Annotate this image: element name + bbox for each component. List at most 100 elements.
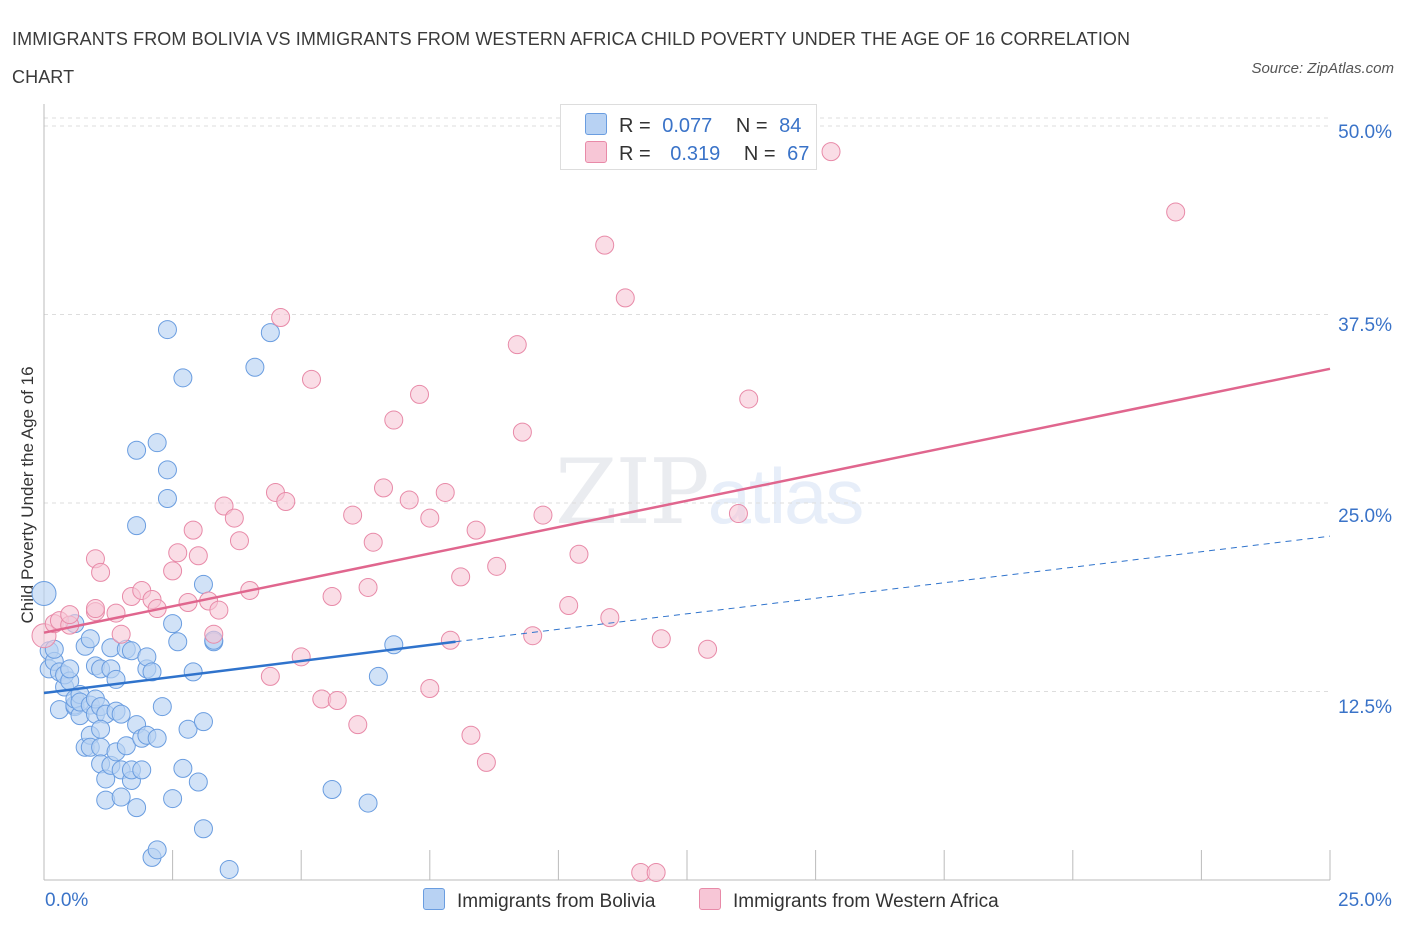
bolivia-point — [178, 719, 198, 739]
bolivia-point — [193, 712, 213, 732]
wafrica-point — [461, 725, 481, 745]
wafrica-point — [204, 624, 224, 644]
legend-item-bolivia[interactable]: Immigrants from Bolivia — [423, 888, 656, 913]
bolivia-point — [157, 320, 177, 340]
bolivia-point — [142, 662, 162, 682]
watermark-atlas: atlas — [707, 452, 865, 540]
legend-item-wafrica[interactable]: Immigrants from Western Africa — [699, 888, 999, 913]
wafrica-point — [291, 647, 311, 667]
series-wafrica — [31, 142, 1186, 882]
wafrica-point — [322, 586, 342, 606]
wafrica-point — [739, 389, 759, 409]
n-label: N = — [743, 143, 776, 165]
x-tick-label: 25.0% — [1338, 890, 1392, 911]
wafrica-point — [569, 544, 589, 564]
bolivia-point — [132, 760, 152, 780]
bolivia-point — [80, 629, 100, 649]
bolivia-legend-label: Immigrants from Bolivia — [457, 891, 656, 912]
y-tick-label: 25.0% — [1338, 506, 1392, 527]
bolivia-point — [322, 780, 342, 800]
watermark-zip: ZIP — [555, 440, 710, 545]
wafrica-swatch — [585, 141, 607, 163]
bolivia-point — [163, 614, 183, 634]
bolivia-point — [173, 368, 193, 388]
bolivia-point — [147, 728, 167, 748]
bolivia-legend-swatch — [423, 888, 445, 910]
bolivia-point — [260, 323, 280, 343]
wafrica-point — [229, 531, 249, 551]
wafrica-point — [271, 308, 291, 328]
bolivia-point — [368, 666, 388, 686]
wafrica-point — [728, 504, 748, 524]
x-tick-label: 0.0% — [45, 890, 89, 911]
wafrica-point — [420, 508, 440, 528]
wafrica-point — [363, 532, 383, 552]
y-tick-label: 50.0% — [1338, 122, 1392, 143]
bolivia-point — [127, 440, 147, 460]
wafrica-point — [440, 630, 460, 650]
n-label: N = — [735, 115, 768, 137]
wafrica-point — [512, 422, 532, 442]
bolivia-point — [173, 758, 193, 778]
bolivia-r-value: 0.077 — [662, 115, 713, 137]
watermark: ZIPatlas — [555, 440, 865, 545]
wafrica-point — [435, 482, 455, 502]
wafrica-point — [384, 410, 404, 430]
wafrica-point — [600, 608, 620, 628]
series-legend: Immigrants from Bolivia Immigrants from … — [0, 888, 1406, 918]
wafrica-point — [91, 562, 111, 582]
trend-lines — [43, 367, 1331, 695]
wafrica-point — [348, 715, 368, 735]
wafrica-point — [487, 556, 507, 576]
bolivia-point — [116, 736, 136, 756]
wafrica-point — [476, 752, 496, 772]
wafrica-point — [343, 505, 363, 525]
wafrica-point — [451, 567, 471, 587]
bolivia-point — [147, 433, 167, 453]
wafrica-point — [1166, 202, 1186, 222]
wafrica-point — [595, 235, 615, 255]
wafrica-point — [168, 543, 188, 563]
wafrica-point — [533, 505, 553, 525]
wafrica-point — [327, 691, 347, 711]
r-label: R = — [619, 115, 651, 137]
wafrica-r-value: 0.319 — [670, 143, 721, 165]
wafrica-point — [224, 508, 244, 528]
bolivia-swatch — [585, 113, 607, 135]
wafrica-point — [111, 624, 131, 644]
bolivia-point — [193, 819, 213, 839]
bolivia-point — [219, 859, 239, 879]
chart-title: IMMIGRANTS FROM BOLIVIA VS IMMIGRANTS FR… — [12, 29, 1131, 87]
source-label: Source: ZipAtlas.com — [1251, 60, 1394, 77]
bolivia-point — [111, 704, 131, 724]
bolivia-point — [96, 790, 116, 810]
wafrica-point — [698, 639, 718, 659]
wafrica-point — [358, 577, 378, 597]
bolivia-point — [193, 574, 213, 594]
wafrica-point — [651, 629, 671, 649]
stats-legend: R = 0.077 N = 84 R = 0.319 N = 67 — [560, 104, 817, 170]
bolivia-trend-extension — [455, 535, 1331, 643]
bolivia-n-value: 84 — [779, 115, 802, 137]
bolivia-point — [127, 798, 147, 818]
bolivia-point — [188, 772, 208, 792]
wafrica-point — [559, 596, 579, 616]
wafrica-point — [646, 862, 666, 882]
wafrica-point — [188, 546, 208, 566]
wafrica-point — [183, 520, 203, 540]
y-tick-label: 37.5% — [1338, 315, 1392, 336]
wafrica-point — [466, 520, 486, 540]
bolivia-point — [127, 516, 147, 536]
wafrica-point — [410, 384, 430, 404]
bolivia-point — [157, 460, 177, 480]
legend-row-wafrica: R = 0.319 N = 67 — [585, 141, 809, 165]
wafrica-point — [821, 142, 841, 162]
wafrica-point — [374, 478, 394, 498]
bolivia-point — [147, 840, 167, 860]
wafrica-n-value: 67 — [787, 143, 810, 165]
wafrica-point — [507, 335, 527, 355]
legend-row-bolivia: R = 0.077 N = 84 — [585, 113, 801, 137]
wafrica-legend-label: Immigrants from Western Africa — [733, 891, 999, 912]
wafrica-point — [399, 490, 419, 510]
bolivia-point — [358, 793, 378, 813]
